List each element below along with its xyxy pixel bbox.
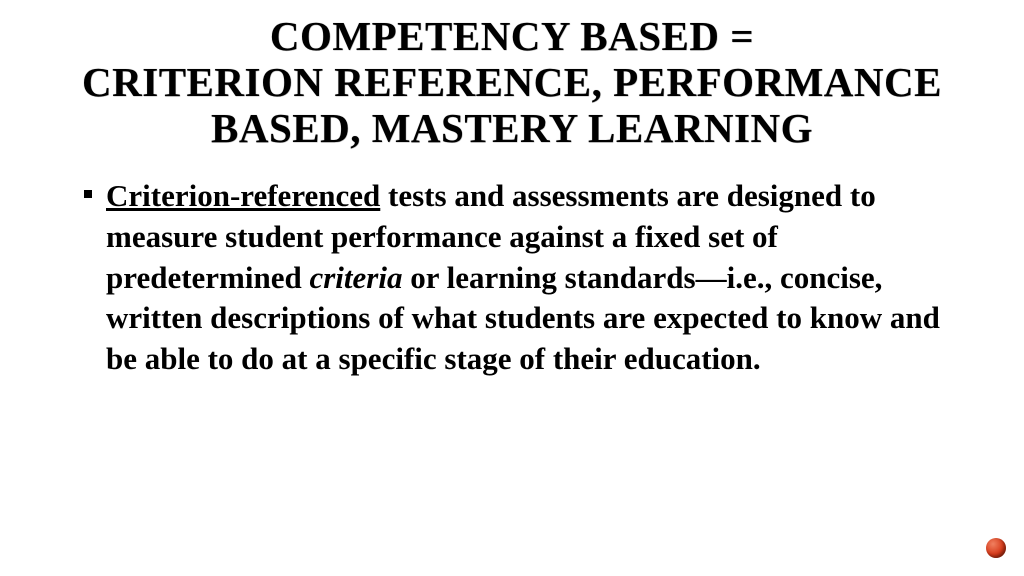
slide-body: Criterion-referenced tests and assessmen… [40, 176, 984, 381]
bullet-marker-icon [84, 190, 92, 198]
bullet-italic: criteria [309, 260, 402, 295]
title-line-2: Criterion Reference, Performance Based, … [82, 59, 942, 151]
title-line-1: Competency Based = [270, 13, 754, 59]
slide-title: Competency Based = Criterion Reference, … [40, 14, 984, 152]
bullet-item: Criterion-referenced tests and assessmen… [106, 176, 964, 381]
bullet-term: Criterion-referenced [106, 178, 380, 213]
slide: Competency Based = Criterion Reference, … [0, 0, 1024, 576]
corner-dot-icon [986, 538, 1006, 558]
